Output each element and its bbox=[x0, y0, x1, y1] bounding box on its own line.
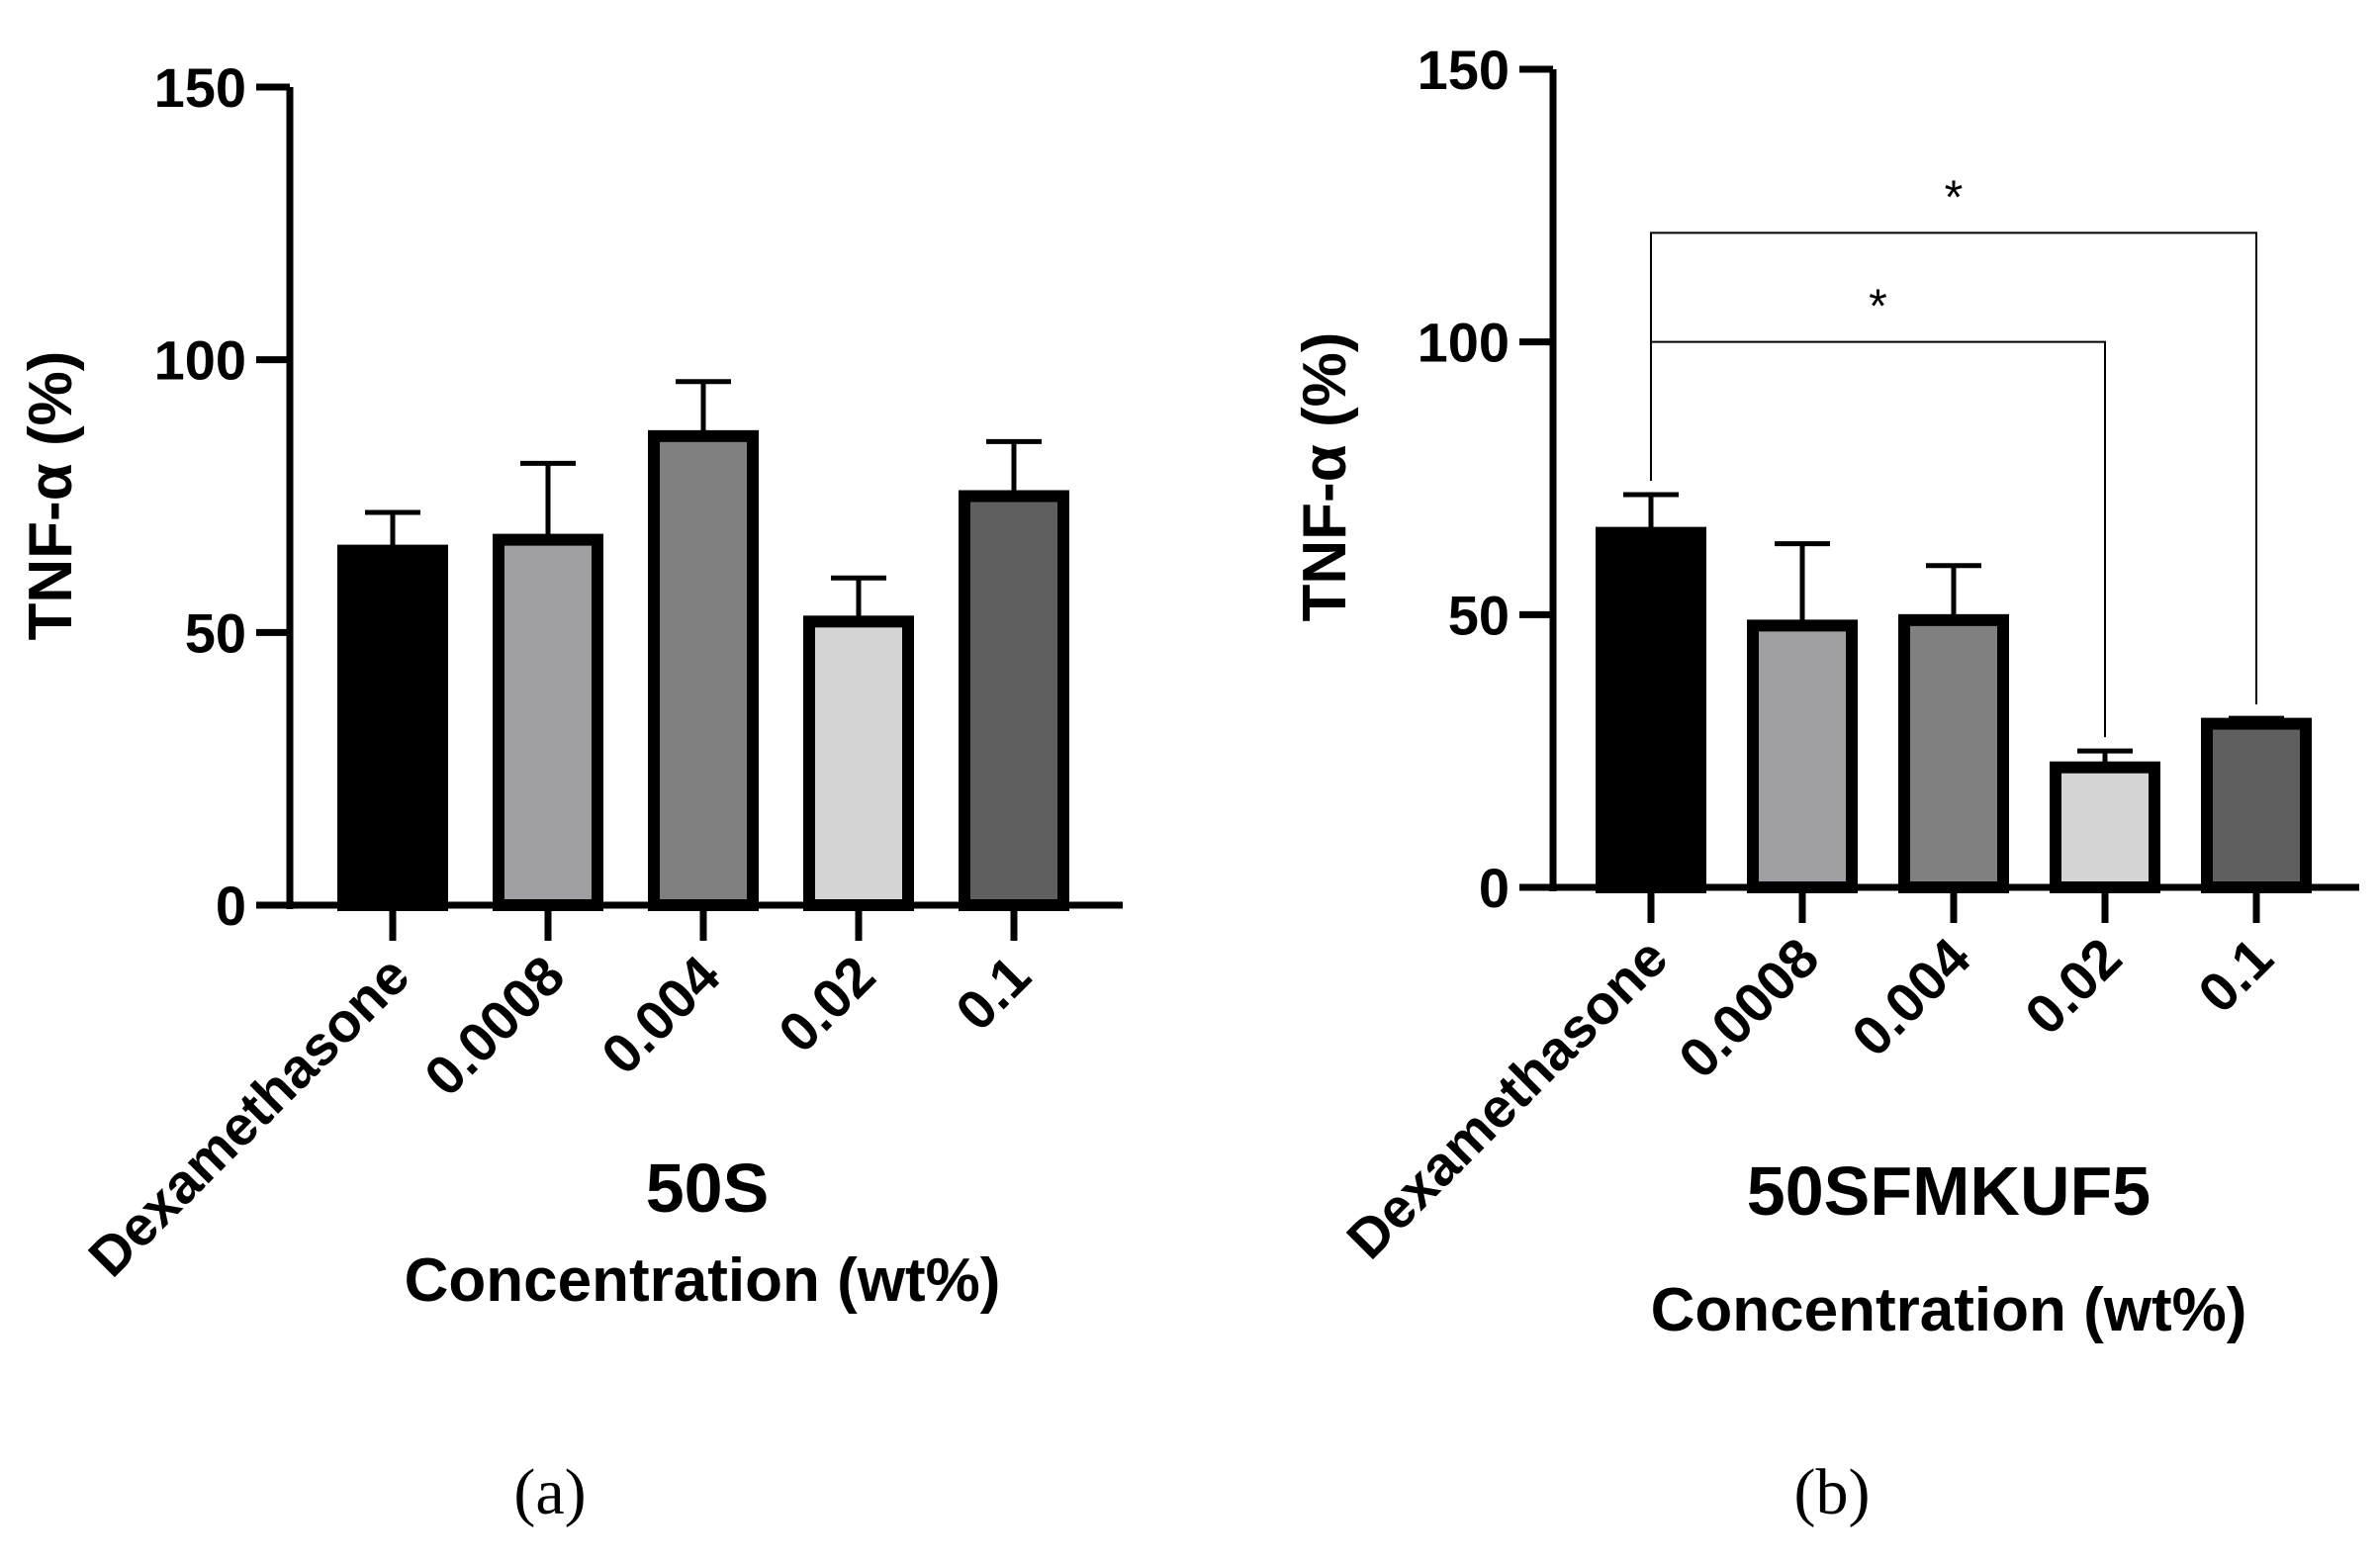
y-axis-label: TNF-α (%) bbox=[1291, 332, 1359, 622]
bar bbox=[493, 533, 603, 912]
bar bbox=[1898, 613, 2009, 893]
panel-label: (a) bbox=[513, 1456, 586, 1528]
x-tick-label: Dexamethasone bbox=[1334, 926, 1679, 1270]
significance-bracket bbox=[1650, 340, 2106, 738]
y-tick-label: 150 bbox=[1418, 39, 1510, 101]
y-tick-label: 0 bbox=[1479, 857, 1510, 919]
panel-label: (b) bbox=[1794, 1456, 1871, 1528]
x-tick-label: 0.02 bbox=[767, 944, 887, 1064]
significance-label: * bbox=[1945, 171, 1964, 224]
x-axis-label: Concentration (wt%) bbox=[1651, 1276, 2247, 1344]
x-tick-label: 0.1 bbox=[2186, 926, 2285, 1025]
bar bbox=[803, 615, 914, 911]
y-tick-label: 0 bbox=[216, 874, 246, 937]
bar bbox=[959, 490, 1069, 911]
x-tick-label: 0.004 bbox=[1840, 926, 1982, 1068]
x-tick-label: 0.1 bbox=[944, 944, 1043, 1043]
bar bbox=[2050, 761, 2160, 893]
significance-bracket bbox=[1650, 231, 2257, 705]
y-tick-label: 50 bbox=[185, 601, 246, 664]
x-axis-label: Concentration (wt%) bbox=[405, 1246, 1001, 1315]
bar bbox=[2201, 717, 2312, 893]
x-tick-label: 0.02 bbox=[2013, 926, 2134, 1047]
y-tick-label: 100 bbox=[154, 329, 246, 392]
chart-title: 50S bbox=[646, 1150, 770, 1227]
chart-title: 50SFMKUF5 bbox=[1747, 1152, 2151, 1230]
x-tick-label: Dexamethasone bbox=[76, 944, 420, 1288]
x-tick-label: 0.004 bbox=[590, 944, 732, 1086]
bar bbox=[648, 429, 759, 911]
bar bbox=[1747, 619, 1858, 893]
y-tick-label: 100 bbox=[1418, 312, 1510, 374]
y-axis-label: TNF-α (%) bbox=[17, 351, 85, 641]
significance-label: * bbox=[1869, 281, 1887, 333]
bar bbox=[337, 544, 448, 912]
y-tick-label: 150 bbox=[154, 56, 246, 119]
x-tick-label: 0.0008 bbox=[412, 944, 577, 1108]
y-tick-label: 50 bbox=[1448, 584, 1510, 646]
bar bbox=[1596, 526, 1706, 894]
x-tick-label: 0.0008 bbox=[1667, 926, 1831, 1090]
